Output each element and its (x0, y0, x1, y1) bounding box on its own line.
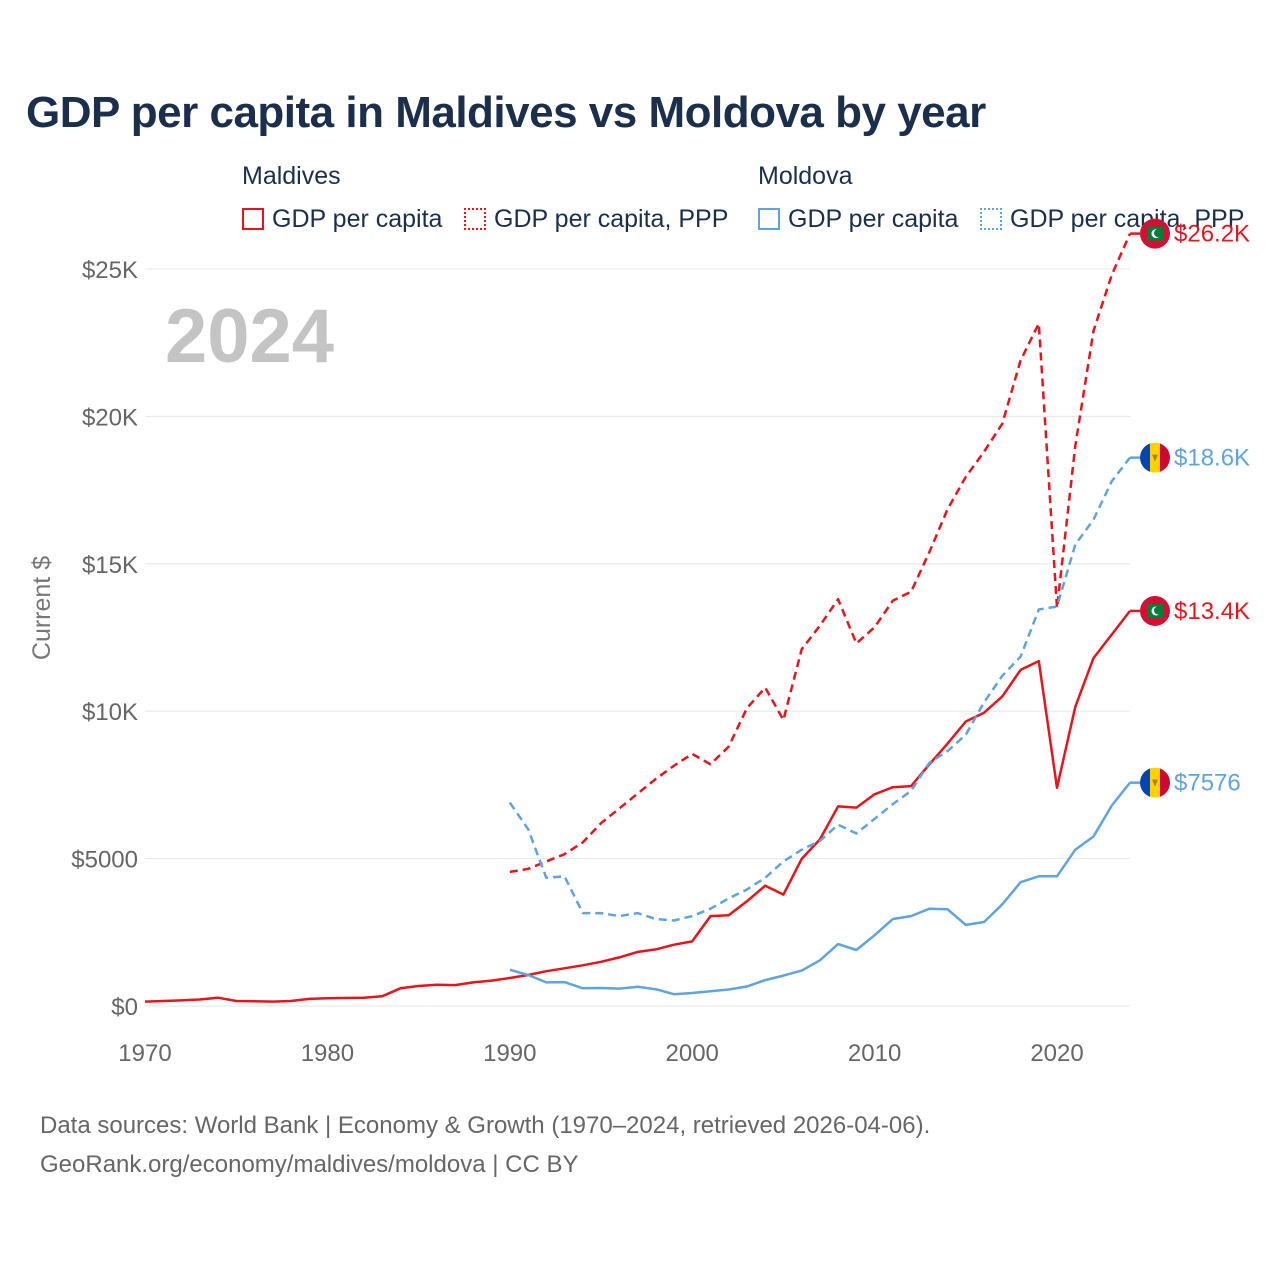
y-tick-label: $15K (82, 552, 138, 579)
end-labels: $13.4K $26.2K $7576 $18.6K (1130, 218, 1250, 798)
moldova-flag-icon (1140, 442, 1170, 473)
x-tick-label: 2010 (848, 1040, 901, 1067)
legend-label: GDP per capita, PPP (494, 204, 729, 233)
chart-title: GDP per capita in Maldives vs Moldova by… (26, 88, 986, 137)
series-line (509, 781, 1131, 996)
x-tick-label: 1990 (483, 1040, 536, 1067)
moldova-flag-icon (1140, 767, 1170, 798)
legend-swatch (242, 208, 264, 230)
year-watermark: 2024 (165, 294, 334, 379)
grid-lines (145, 268, 1130, 1007)
maldives-flag-icon (1140, 595, 1170, 626)
series-line (509, 233, 1132, 874)
y-tick-label: $25K (82, 257, 138, 284)
series-line (508, 456, 1131, 922)
legend-swatch (758, 208, 780, 230)
source-line-1: Data sources: World Bank | Economy & Gro… (40, 1112, 931, 1139)
y-axis-title: Current $ (28, 556, 56, 660)
end-value-label: $13.4K (1174, 598, 1250, 625)
end-value-label: $7576 (1174, 770, 1241, 797)
series (144, 233, 1132, 1003)
maldives-flag-icon (1140, 218, 1170, 249)
series-line (144, 610, 1131, 1003)
source-line-2: GeoRank.org/economy/maldives/moldova | C… (40, 1151, 579, 1178)
legend-item-moldova-gdp[interactable]: GDP per capita (758, 204, 958, 234)
legend-swatch (464, 208, 486, 230)
y-tick-label: $0 (111, 994, 138, 1021)
x-tick-label: 2020 (1030, 1040, 1083, 1067)
legend-item-maldives-gdp-ppp[interactable]: GDP per capita, PPP (464, 204, 728, 234)
legend-label: GDP per capita (272, 204, 443, 233)
y-tick-label: $10K (82, 699, 138, 726)
x-tick-label: 2000 (666, 1040, 719, 1067)
y-tick-label: $5000 (71, 847, 138, 874)
legend-item-maldives-gdp[interactable]: GDP per capita (242, 204, 442, 234)
x-tick-label: 1980 (301, 1040, 354, 1067)
legend-label: GDP per capita (788, 204, 959, 233)
end-value-label: $18.6K (1174, 445, 1250, 472)
source-note: Data sources: World Bank | Economy & Gro… (40, 1106, 930, 1184)
legend-group-maldives: Maldives (242, 162, 341, 190)
legend-swatch (980, 208, 1002, 230)
legend-item-moldova-gdp-ppp[interactable]: GDP per capita, PPP (980, 204, 1244, 234)
x-axis: 1970 1980 1990 2000 2010 2020 (118, 1040, 1083, 1067)
legend-label: GDP per capita, PPP (1010, 204, 1245, 233)
x-tick-label: 1970 (118, 1040, 171, 1067)
legend-group-moldova: Moldova (758, 162, 853, 190)
y-axis: $0 $5000 $10K $15K $20K $25K (71, 257, 138, 1021)
y-tick-label: $20K (82, 404, 138, 431)
end-value-label: $26.2K (1174, 221, 1250, 248)
